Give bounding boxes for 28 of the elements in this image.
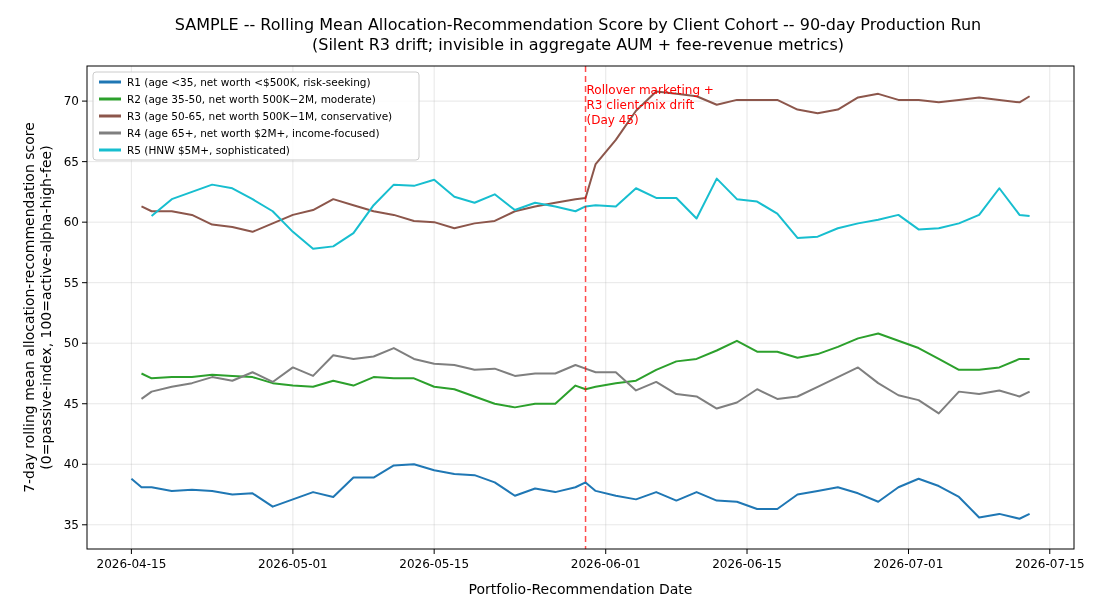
x-tick-label: 2026-04-15 xyxy=(96,557,167,571)
chart-subtitle: (Silent R3 drift; invisible in aggregate AUM + fee-revenue metrics) xyxy=(312,35,844,54)
legend-label: R4 (age 65+, net worth $2M+, income-focused) xyxy=(127,126,380,139)
y-tick-label: 60 xyxy=(63,215,79,230)
y-tick-label: 50 xyxy=(63,336,79,351)
x-tick-label: 2026-07-15 xyxy=(1014,557,1085,571)
x-tick-label: 2026-07-01 xyxy=(873,557,944,571)
x-tick-label: 2026-05-15 xyxy=(399,557,470,571)
y-tick-label: 40 xyxy=(63,457,79,472)
y-tick-label: 55 xyxy=(63,275,79,290)
x-tick-label: 2026-06-01 xyxy=(570,557,641,571)
legend-label: R2 (age 35-50, net worth 500K−2M, moderate) xyxy=(127,92,376,105)
line-series xyxy=(140,347,1031,415)
line-series xyxy=(130,463,1031,520)
legend-label: R3 (age 50-65, net worth 500K−1M, conservative) xyxy=(127,109,393,122)
legend-label: R1 (age <35, net worth <$500K, risk-seeking) xyxy=(127,75,371,88)
chart-title: SAMPLE -- Rolling Mean Allocation-Recommendation Score by Client Cohort -- 90-day Production Run xyxy=(174,15,982,34)
y-tick-label: 65 xyxy=(63,154,79,169)
line-series xyxy=(140,332,1031,409)
y-tick-label: 45 xyxy=(63,396,79,411)
x-tick-label: 2026-05-01 xyxy=(258,557,328,571)
line-series xyxy=(150,177,1031,250)
y-axis-title: 7-day rolling mean allocation-recommendation score (0=passive-index, 100=active-alpha-high-fee) xyxy=(21,122,54,493)
y-tick-label: 35 xyxy=(63,517,79,532)
x-axis-title: Portfolio-Recommendation Date xyxy=(468,581,693,597)
x-tick-label: 2026-06-15 xyxy=(712,557,782,571)
legend-label: R5 (HNW $5M+, sophisticated) xyxy=(127,143,290,156)
y-tick-label: 70 xyxy=(63,94,79,109)
